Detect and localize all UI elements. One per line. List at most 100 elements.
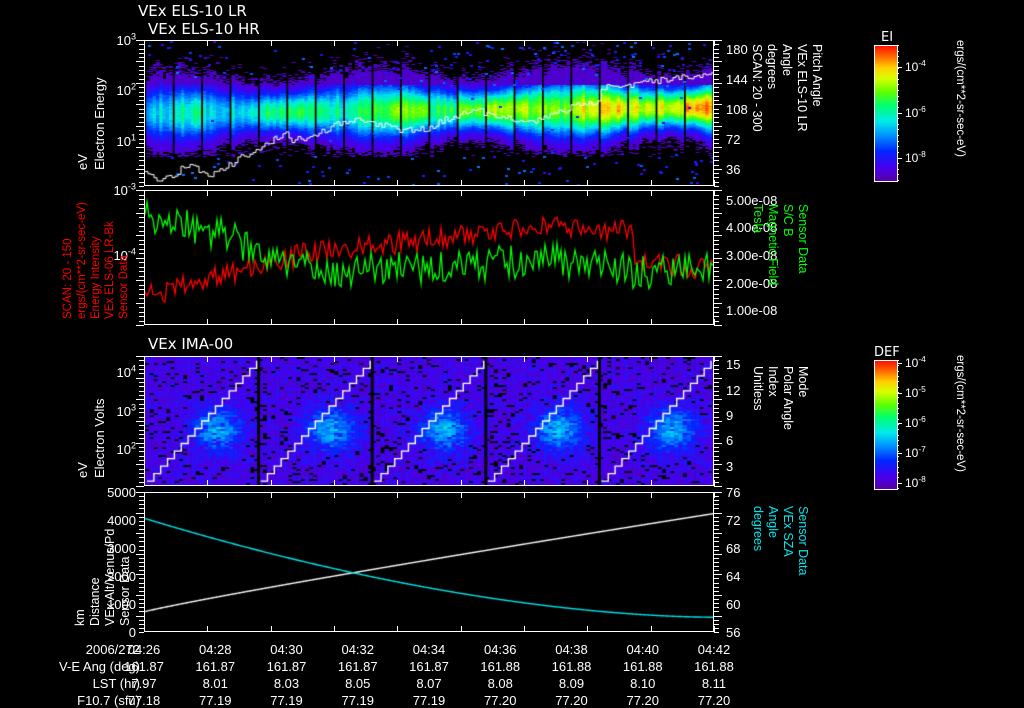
panel1-right-minor-tick	[714, 49, 719, 50]
panel3-right-minor-tick	[714, 404, 719, 405]
panel1-title-line1: VEx ELS-10 LR	[138, 2, 247, 20]
panel2-left-axis-label-line-0: Sensor Data	[118, 255, 130, 319]
panel1-left-minor-tick	[136, 126, 144, 127]
panel2-left-axis-label-line-1: VEx ELS-06 LR-Bk	[104, 221, 116, 319]
panel4-left-minor-tick	[136, 513, 144, 514]
panel2-right-minor-tick	[714, 208, 719, 209]
panel2-right-axis-label-line-1: S/C B	[781, 204, 795, 237]
panel1-right-axis-label-line-0: Pitch Angle	[810, 44, 824, 107]
axis-table-cell-f107-5: 77.20	[483, 693, 517, 708]
panel1-right-minor-tick	[714, 160, 719, 161]
axis-table-cell-ve_ang-4: 161.87	[409, 659, 449, 674]
panel4-right-minor-tick	[714, 550, 719, 551]
panel4-right-minor-tick	[714, 500, 719, 501]
panel3-right-minor-tick	[714, 412, 719, 413]
axis-table-row-label-3: F10.7 (sfu)	[77, 693, 140, 708]
panel2-left-minor-tick	[136, 325, 144, 326]
panel4-right-minor-tick	[714, 529, 719, 530]
panel2-left-axis-label-line-3: ergs/(cm**2-sr-sec-eV)	[76, 202, 88, 319]
axis-table-cell-ve_ang-5: 161.88	[480, 659, 521, 674]
panel2-plot-area[interactable]	[144, 190, 714, 325]
panel2-left-minor-tick	[136, 213, 144, 214]
panel4-left-tick-label-4: 1000	[107, 597, 136, 612]
panel3-right-minor-tick	[714, 456, 719, 457]
panel4-right-minor-tick	[714, 533, 722, 534]
panel2-right-minor-tick	[714, 271, 719, 272]
panel3-right-minor-tick	[714, 443, 722, 444]
panel3-right-minor-tick	[714, 417, 719, 418]
panel2-left-minor-tick	[136, 235, 144, 236]
panel1-left-minor-tick	[136, 147, 144, 148]
panel4-right-tick-label-1: 72	[726, 513, 741, 528]
panel3-right-axis-label-line-3: Unitless	[751, 366, 765, 411]
panel1-right-minor-tick	[714, 122, 719, 123]
panel1-plot-area[interactable]	[144, 40, 714, 186]
panel4-left-minor-tick	[136, 616, 144, 617]
panel2-right-minor-tick	[714, 276, 719, 277]
panel3-left-minor-tick	[136, 378, 144, 379]
panel3-right-minor-tick	[714, 477, 719, 478]
panel1-left-minor-tick	[136, 61, 144, 62]
panel3-right-tick-label-1: 12	[726, 382, 741, 398]
panel4-right-axis-label-line-3: degrees	[751, 506, 765, 552]
axis-table-cell-lst-7: 8.10	[630, 676, 656, 691]
axis-table-cell-f107-2: 77.19	[270, 693, 303, 708]
panel2-left-tick-label-0: 10-3	[113, 181, 136, 198]
panel1-colorbar-tick-label-1: 10-6	[905, 103, 926, 120]
panel3-right-tick-label-3: 6	[726, 433, 734, 449]
panel4-left-minor-tick	[136, 595, 144, 596]
panel2-left-minor-tick	[136, 280, 144, 281]
panel3-title: VEx IMA-00	[148, 335, 234, 353]
panel4-right-tick-label-0: 76	[726, 485, 741, 500]
panel4-bottom-tick	[714, 626, 715, 632]
panel3-plot-area[interactable]	[144, 356, 714, 486]
panel4-right-tick-label-5: 56	[726, 625, 741, 640]
panel1-right-minor-tick	[714, 113, 719, 114]
panel3-right-minor-tick	[714, 425, 719, 426]
panel1-right-minor-tick	[714, 147, 722, 148]
panel3-colorbar[interactable]	[874, 360, 898, 490]
panel2-right-tick-label-2: 3.00e-08	[726, 248, 778, 264]
panel3-left-tick-label-0: 104	[116, 363, 136, 381]
panel3-right-minor-tick	[714, 473, 719, 474]
panel1-colorbar-units-line-0: ergs/(cm**2-sr-sec-eV)	[954, 40, 966, 157]
panel3-colorbar-tick-label-0: 10-4	[905, 353, 926, 370]
panel3-right-minor-tick	[714, 399, 722, 400]
panel3-left-axis-label-line-1: eV	[75, 462, 90, 478]
panel4-right-minor-tick	[714, 537, 719, 538]
panel4-right-minor-tick	[714, 587, 719, 588]
panel4-right-minor-tick	[714, 525, 719, 526]
panel3-right-axis-label-line-1: Polar Angle	[781, 366, 795, 430]
panel2-right-minor-tick	[714, 231, 719, 232]
panel1-colorbar[interactable]	[874, 45, 898, 182]
panel4-right-minor-tick	[714, 541, 719, 542]
panel4-plot-area[interactable]	[144, 492, 714, 632]
panel2-right-minor-tick	[714, 222, 719, 223]
panel1-left-minor-tick	[139, 186, 144, 187]
panel1-right-minor-tick	[714, 182, 719, 183]
panel4-left-axis-label-line-1: VEx Alt/Venus/Pd	[103, 528, 117, 626]
panel3-right-minor-tick	[714, 373, 719, 374]
panel3-right-minor-tick	[714, 421, 722, 422]
panel4-right-minor-tick	[714, 517, 719, 518]
panel3-colorbar-units-line-0: ergs/(cm**2-sr-sec-eV)	[954, 355, 966, 472]
panel3-right-minor-tick	[714, 464, 722, 465]
panel3-left-minor-tick	[136, 464, 144, 465]
panel3-left-minor-tick	[136, 399, 144, 400]
axis-table-cell-time-4: 04:34	[412, 642, 446, 657]
panel4-right-tick-label-2: 68	[726, 541, 741, 556]
panel4-right-minor-tick	[714, 578, 719, 579]
panel4-right-minor-tick	[714, 611, 719, 612]
panel4-right-minor-tick	[714, 513, 722, 514]
panel1-right-tick-label-1: 144	[726, 71, 748, 87]
panel1-right-minor-tick	[714, 143, 719, 144]
panel2-left-minor-tick	[136, 190, 144, 191]
panel4-left-minor-tick	[136, 492, 144, 493]
panel2-right-minor-tick	[714, 226, 719, 227]
panel1-right-minor-tick	[714, 130, 719, 131]
panel1-bottom-tick	[714, 180, 715, 186]
panel2-right-minor-tick	[714, 280, 722, 281]
panel1-right-minor-tick	[714, 173, 719, 174]
axis-table-cell-lst-0: 7.97	[131, 676, 157, 691]
panel4-top-tick	[714, 492, 715, 498]
